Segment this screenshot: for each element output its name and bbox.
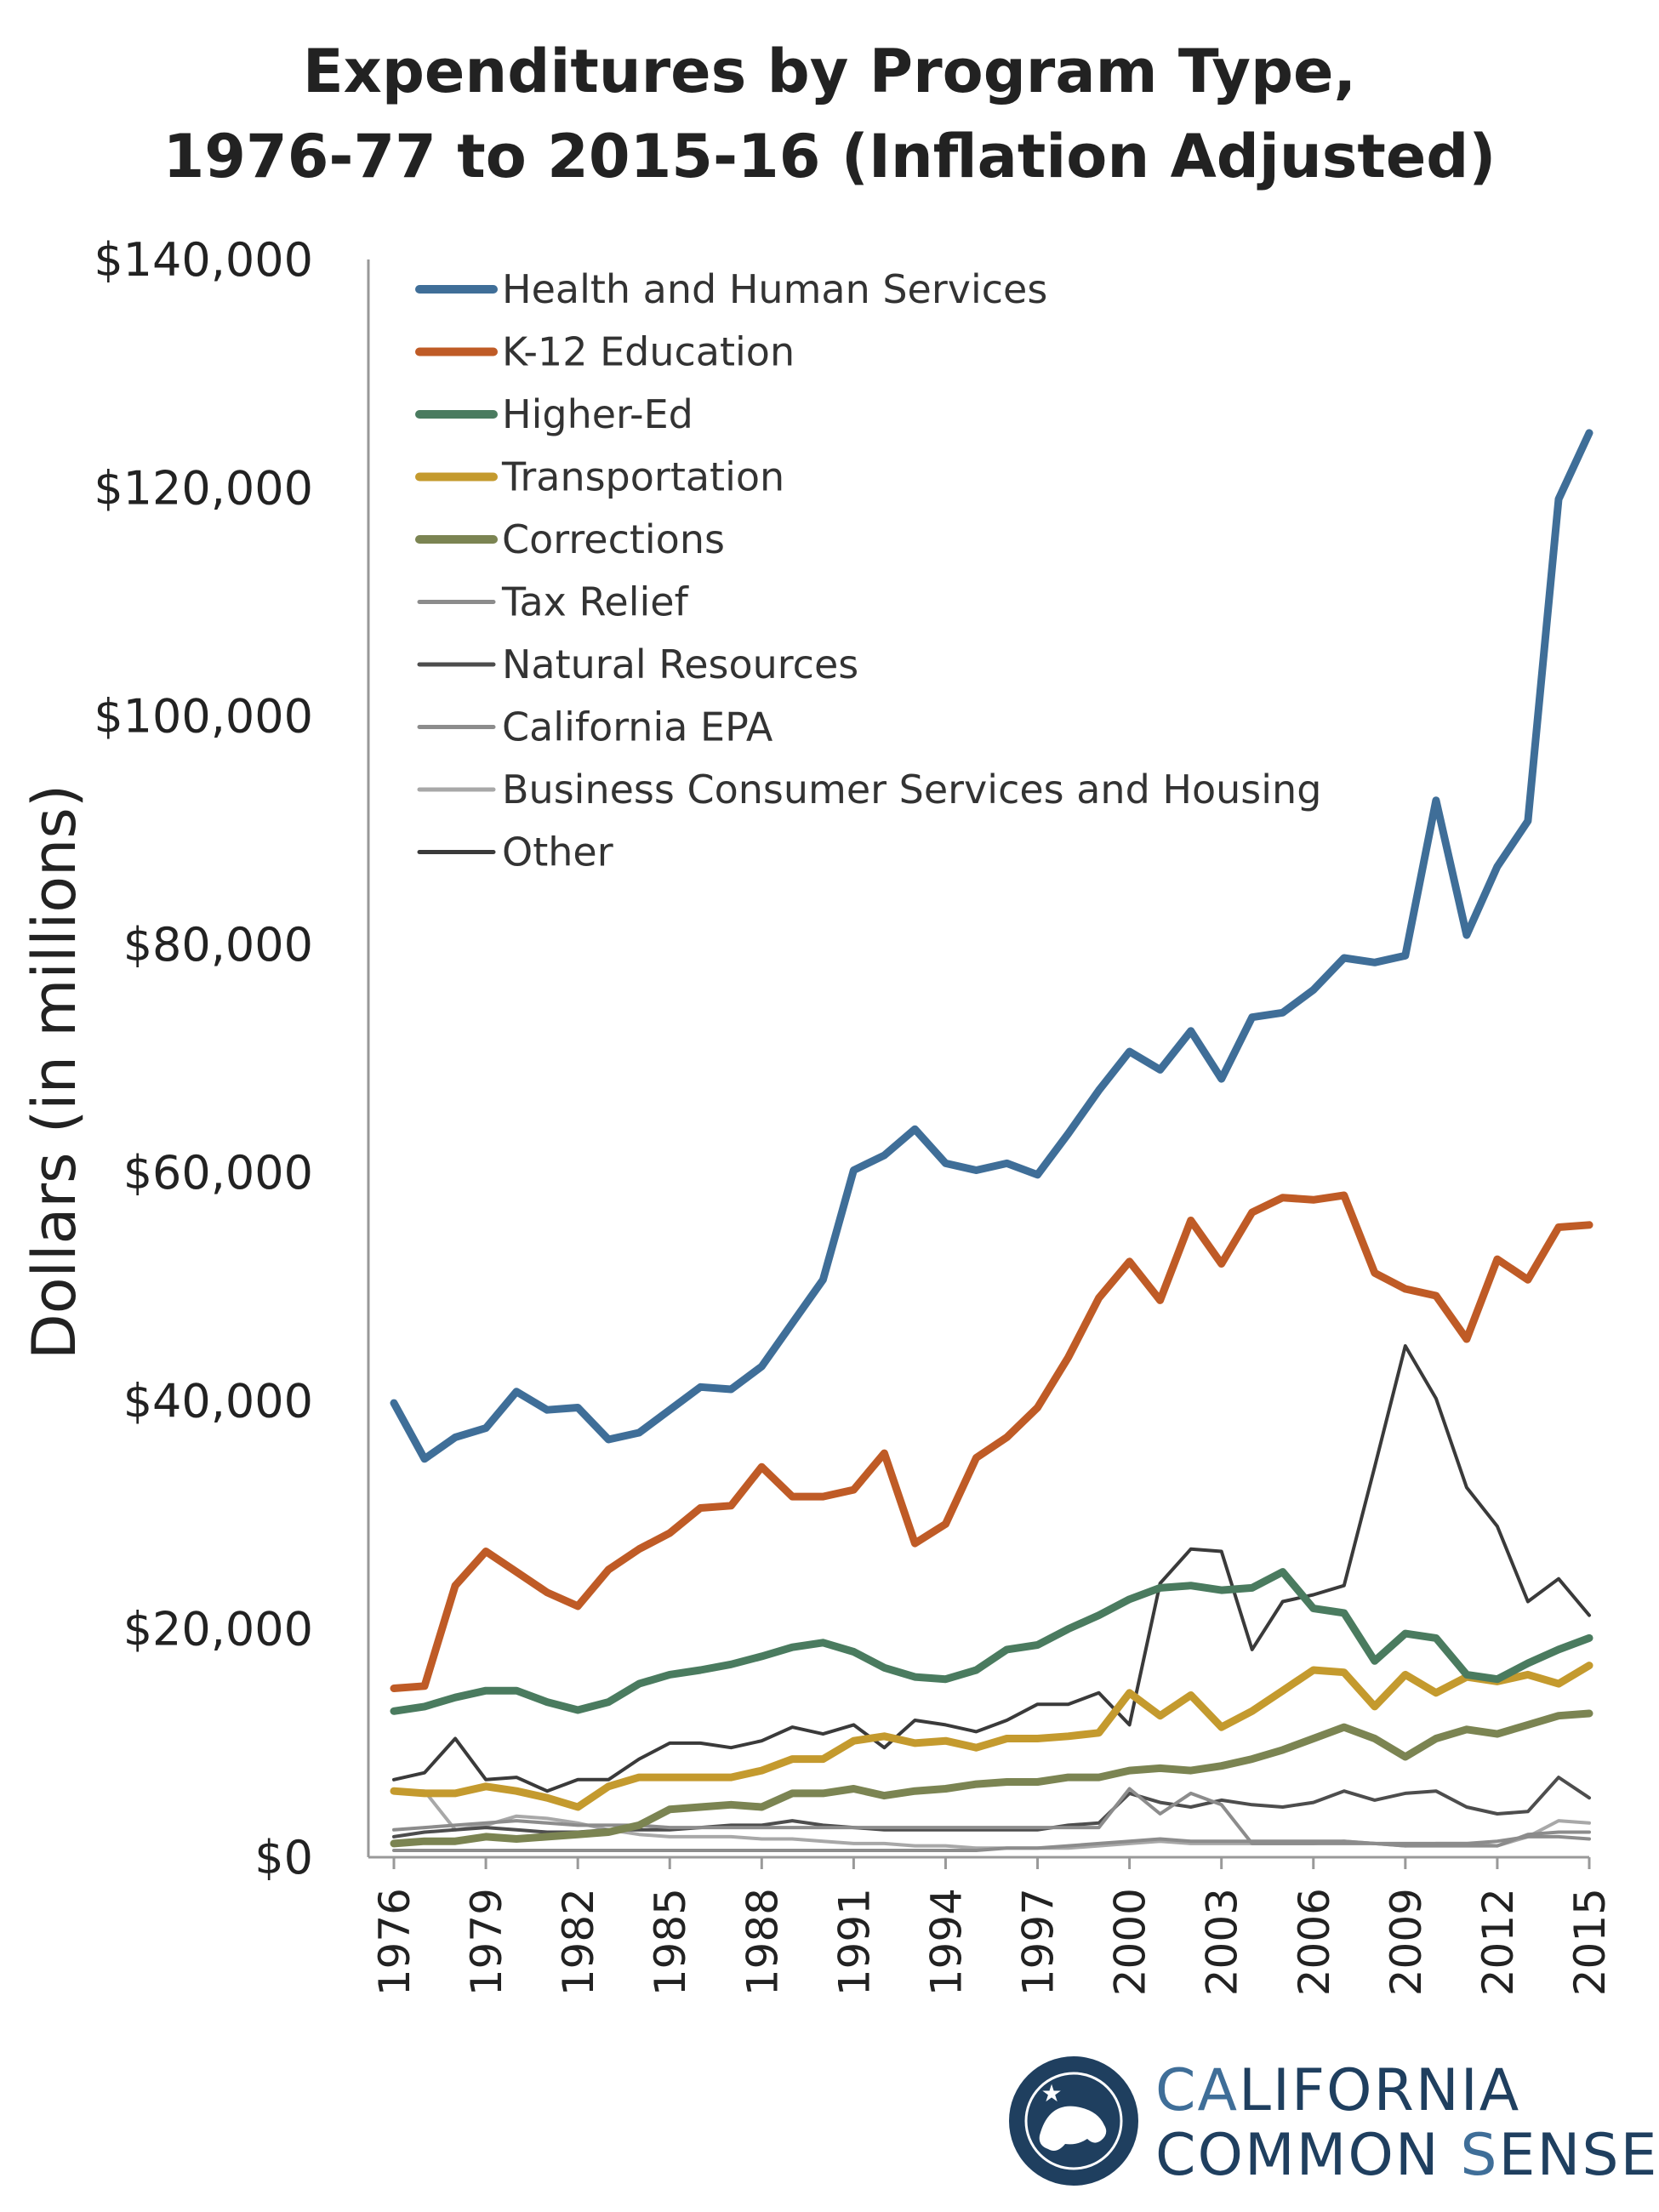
logo-inner-ring-icon [1024, 2072, 1123, 2170]
x-tick-label: 1976 [370, 1888, 419, 1996]
series-line [392, 1789, 1591, 1850]
logo-line-2-part-1: COMMON [1155, 2122, 1460, 2189]
legend-label: K-12 Education [502, 329, 795, 375]
y-tick-label: $80,000 [123, 918, 313, 972]
logo-line-1: CALIFORNIA [1155, 2057, 1520, 2124]
x-tick-label: 1997 [1014, 1888, 1063, 1996]
x-tick-label: 1991 [830, 1888, 879, 1996]
y-axis-label: Dollars (in millions) [20, 784, 89, 1360]
y-tick-label: $100,000 [94, 690, 313, 744]
chart-title-line-2: 1976-77 to 2015-16 (Inflation Adjusted) [163, 122, 1497, 191]
legend: Health and Human Services K-12 Education H… [415, 266, 1321, 875]
legend-label: Tax Relief [501, 579, 690, 625]
logo-line-2: COMMON SENSE [1155, 2122, 1659, 2189]
logo-bear-icon [1039, 2106, 1107, 2151]
x-tick-label: 1982 [554, 1888, 603, 1996]
y-tick-label: $120,000 [94, 461, 313, 515]
legend-label: Corrections [502, 516, 725, 562]
series-line [390, 1191, 1593, 1692]
series-line [392, 1787, 1591, 1848]
series-lines [390, 429, 1593, 1852]
logo-line-2-part-3: ENSE [1499, 2122, 1659, 2189]
x-ticks: 1976 1979 1982 1985 1988 1991 1994 1997 2000 2003… [370, 1857, 1615, 1996]
legend-label: Higher-Ed [502, 391, 693, 437]
series-line [390, 1568, 1593, 1715]
x-tick-label: 2003 [1198, 1888, 1247, 1996]
logo: ★ CALIFORNIA COMMON SENSE [1009, 2056, 1659, 2189]
y-tick-label: $20,000 [123, 1603, 313, 1656]
x-tick-label: 1988 [738, 1888, 787, 1996]
x-tick-label: 1994 [921, 1888, 971, 1996]
logo-line-2-accent: S [1460, 2122, 1498, 2189]
y-ticks: $0 $20,000 $40,000 $60,000 $80,000 $100,000 $1… [94, 233, 313, 1884]
logo-line-1-rest: LIFORNIA [1239, 2057, 1520, 2124]
chart-title-line-1: Expenditures by Program Type, [303, 37, 1356, 106]
y-tick-label: $140,000 [94, 233, 313, 287]
legend-label: Transportation [501, 454, 784, 500]
logo-line-1-accent: CA [1155, 2057, 1239, 2124]
x-tick-label: 2012 [1474, 1888, 1523, 1996]
series-line [392, 1344, 1591, 1793]
legend-label: Natural Resources [502, 641, 858, 687]
x-tick-label: 2009 [1382, 1888, 1431, 1996]
y-tick-label: $0 [254, 1831, 313, 1884]
legend-label: Other [502, 830, 613, 875]
legend-label: Business Consumer Services and Housing [502, 767, 1321, 812]
legend-label: California EPA [502, 704, 773, 750]
y-tick-label: $60,000 [123, 1146, 313, 1200]
legend-label: Health and Human Services [502, 266, 1047, 312]
x-tick-label: 2015 [1565, 1888, 1615, 1996]
x-tick-label: 2000 [1106, 1888, 1155, 1996]
series-line [390, 1709, 1593, 1848]
series-line [390, 429, 1593, 1463]
x-tick-label: 2006 [1290, 1888, 1339, 1996]
series-line [390, 1662, 1593, 1811]
y-tick-label: $40,000 [123, 1374, 313, 1428]
logo-star-icon: ★ [1040, 2080, 1062, 2107]
x-tick-label: 1979 [462, 1888, 511, 1996]
series-line [392, 1834, 1591, 1852]
x-tick-label: 1985 [646, 1888, 695, 1996]
